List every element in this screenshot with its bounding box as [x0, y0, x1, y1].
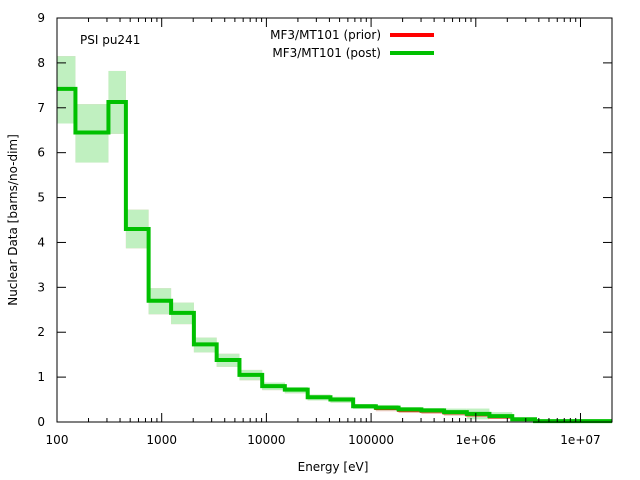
- legend: MF3/MT101 (prior) MF3/MT101 (post): [270, 28, 434, 60]
- x-axis-label: Energy [eV]: [298, 460, 369, 474]
- y-tick-label: 4: [37, 235, 45, 249]
- y-axis-label: Nuclear Data [barns/no-dim]: [6, 134, 20, 306]
- y-tick-label: 7: [37, 101, 45, 115]
- legend-label: MF3/MT101 (post): [272, 46, 381, 60]
- y-tick-label: 5: [37, 191, 45, 205]
- x-tick-label: 100000: [348, 433, 394, 447]
- series-line-prior: [57, 87, 612, 423]
- x-tick-label: 10000: [247, 433, 285, 447]
- x-tick-label: 1e+06: [456, 433, 496, 447]
- y-tick-label: 2: [37, 325, 45, 339]
- x-axis: 100 1000 10000 100000 1e+06 1e+07: [46, 18, 613, 447]
- legend-label: MF3/MT101 (prior): [270, 28, 381, 42]
- y-tick-label: 9: [37, 11, 45, 25]
- y-tick-label: 8: [37, 56, 45, 70]
- x-tick-label: 1e+07: [560, 433, 600, 447]
- y-tick-label: 0: [37, 415, 45, 429]
- uncertainty-bands: [57, 56, 612, 422]
- series-lines: [57, 86, 612, 424]
- annotation-label: PSI pu241: [80, 33, 140, 47]
- y-tick-label: 3: [37, 280, 45, 294]
- y-tick-label: 1: [37, 370, 45, 384]
- series-line-post: [57, 86, 612, 424]
- plot-frame: [56, 17, 613, 423]
- x-tick-label: 100: [46, 433, 69, 447]
- y-axis: 0 1 2 3 4 5 6 7 8 9: [37, 11, 612, 429]
- x-tick-label: 1000: [146, 433, 177, 447]
- y-tick-label: 6: [37, 146, 45, 160]
